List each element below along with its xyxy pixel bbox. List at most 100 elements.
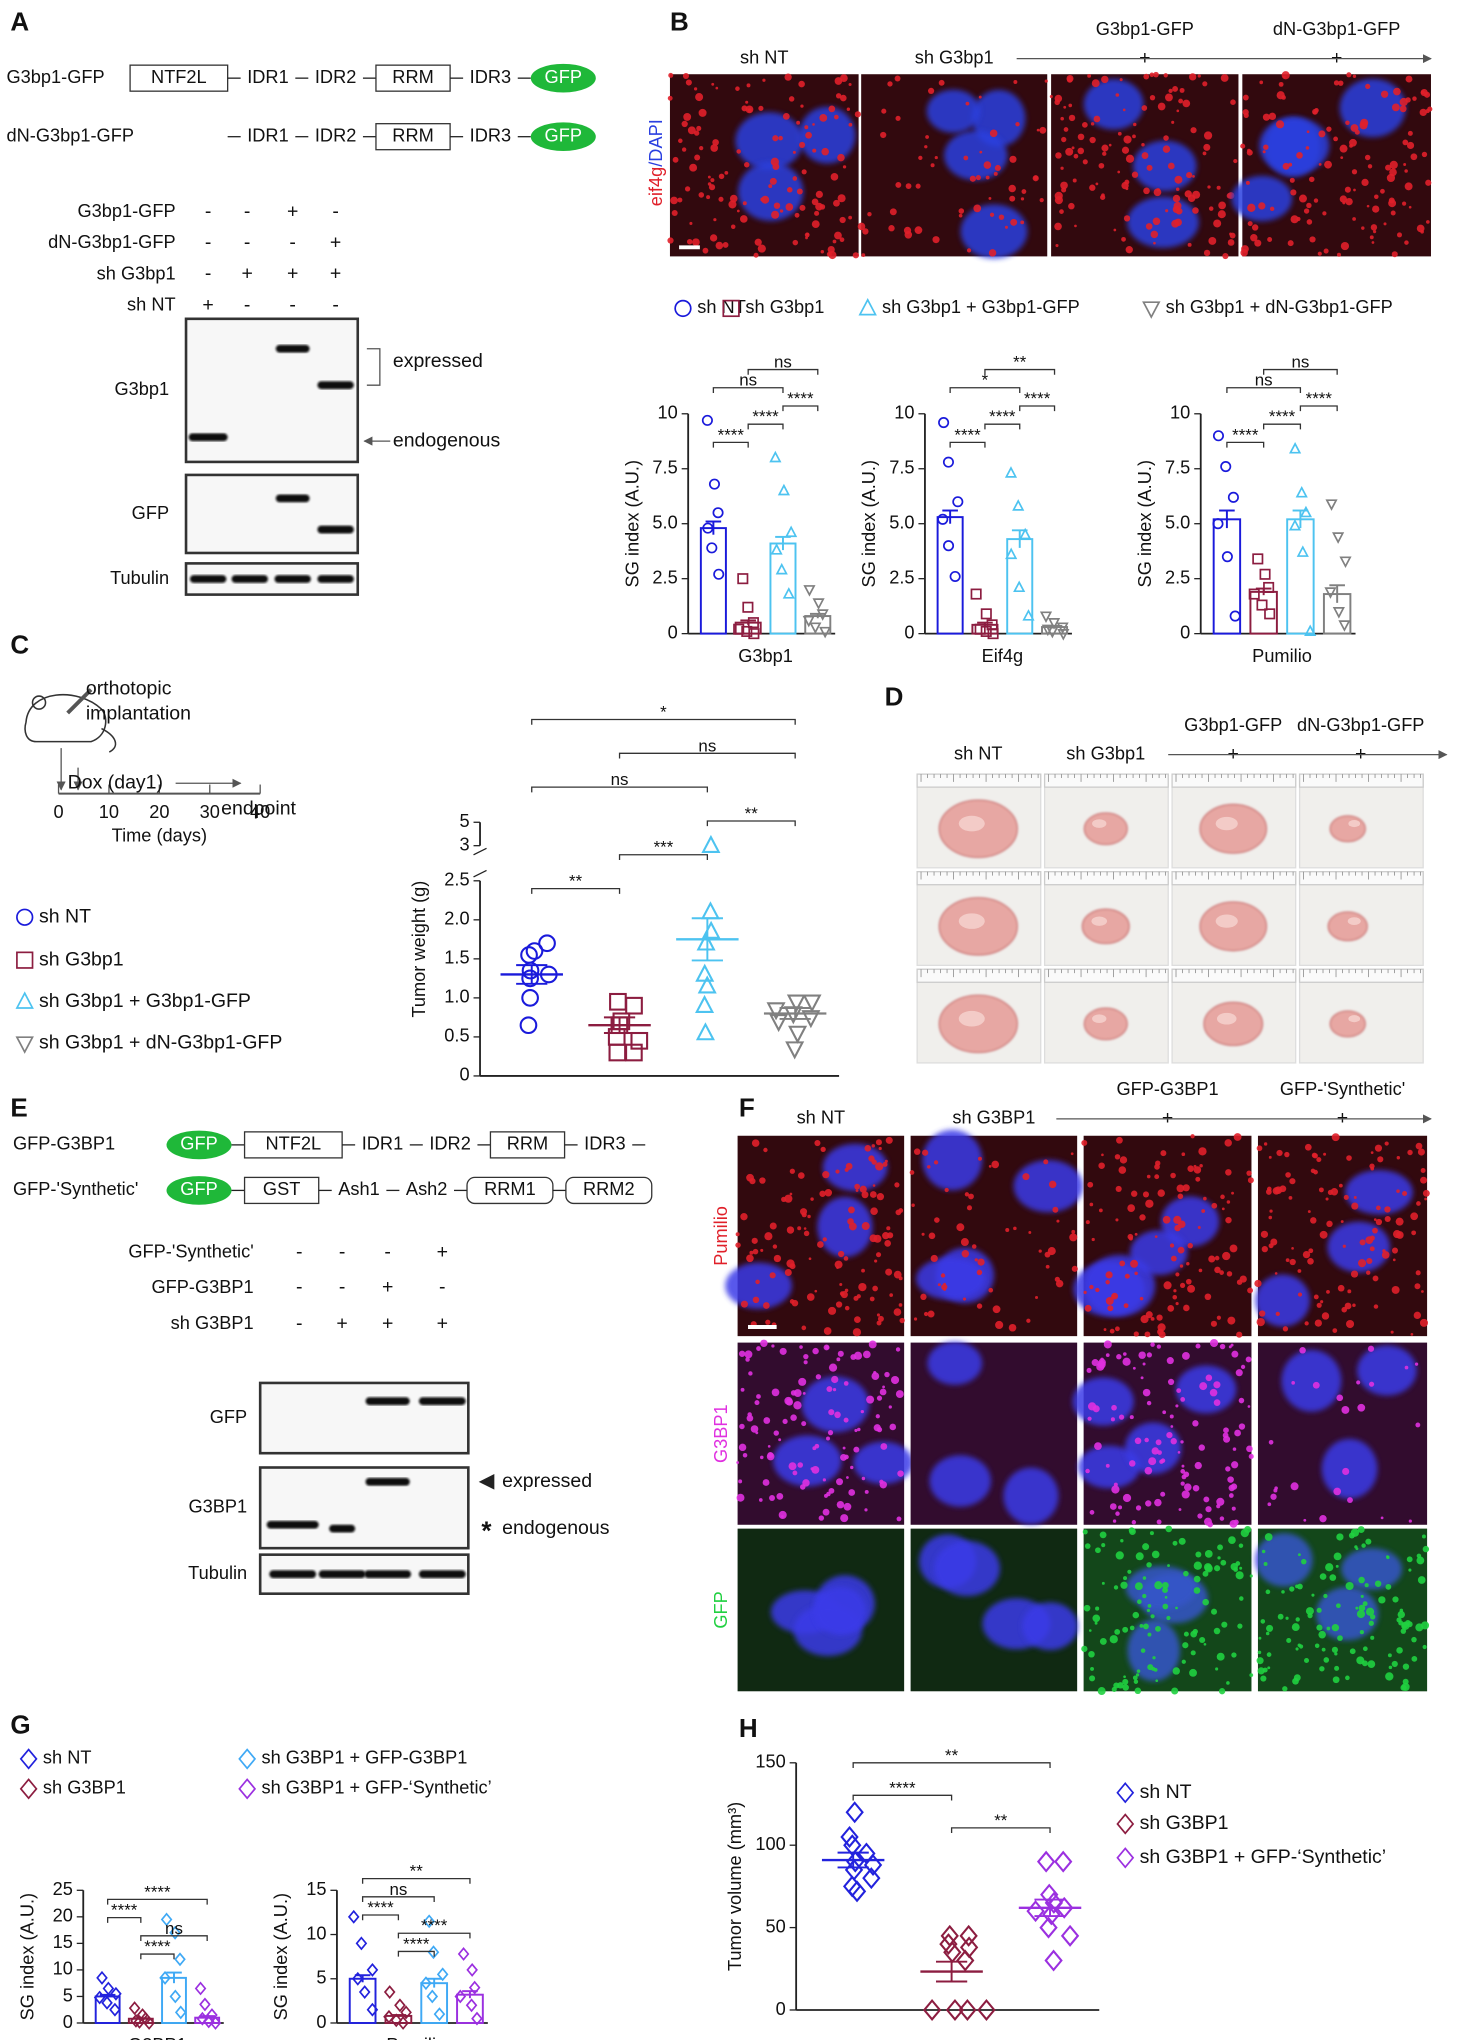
y-tick-label: 0 — [63, 2012, 73, 2032]
condition-mark: - — [244, 294, 251, 316]
granule — [1150, 1316, 1155, 1321]
data-point — [1248, 588, 1260, 600]
column-label: GFP-'Synthetic' — [1280, 1079, 1405, 1099]
granule — [1125, 246, 1133, 254]
granule — [1305, 146, 1310, 150]
ruler — [916, 968, 1042, 983]
granule — [1198, 1268, 1203, 1273]
condition-mark: - — [205, 200, 212, 222]
granule — [837, 153, 845, 162]
granule — [702, 247, 709, 254]
data-point — [1339, 556, 1352, 569]
data-point — [695, 994, 715, 1013]
granule — [742, 1452, 748, 1458]
granule — [977, 1258, 985, 1266]
data-point — [366, 1962, 379, 1977]
granule — [828, 1306, 837, 1315]
granule — [1268, 1215, 1273, 1220]
granule — [1238, 1423, 1246, 1430]
granule — [830, 173, 839, 181]
legend-label: sh NT — [39, 905, 91, 927]
granule — [1123, 1303, 1129, 1309]
condition-label: sh G3bp1 — [97, 263, 176, 283]
granule — [1369, 235, 1374, 240]
significance-label: ** — [569, 872, 583, 891]
column-label: G3bp1-GFP — [1184, 715, 1282, 735]
granule — [827, 245, 835, 254]
granule — [812, 1347, 819, 1355]
granule — [1163, 135, 1169, 141]
granule — [785, 1398, 794, 1406]
nucleus — [1127, 1619, 1180, 1682]
condition-mark: + — [202, 294, 213, 316]
granule — [1404, 182, 1413, 191]
granule — [1116, 1136, 1123, 1144]
column-label: + — [1355, 743, 1366, 765]
granule — [1147, 1632, 1152, 1637]
granule — [1213, 219, 1222, 228]
tumor — [1083, 1007, 1128, 1041]
panel-letter: G — [10, 1709, 30, 1739]
nucleus — [934, 1540, 1000, 1597]
granule — [828, 1363, 838, 1372]
granule — [1313, 1169, 1318, 1175]
bar — [1286, 518, 1315, 635]
significance-bracket — [1226, 441, 1265, 448]
granule — [860, 1409, 864, 1414]
granule — [1321, 1312, 1330, 1320]
legend-label: sh G3bp1 — [39, 948, 124, 970]
condition-mark: + — [330, 263, 341, 285]
granule — [1239, 1566, 1243, 1570]
ruler — [1043, 773, 1169, 788]
granule — [1248, 1453, 1254, 1460]
domain-box — [243, 1131, 343, 1159]
granule — [789, 1192, 793, 1196]
granule — [763, 1302, 770, 1309]
granule — [1421, 151, 1428, 158]
granule — [1368, 1381, 1375, 1387]
granule — [971, 1244, 977, 1249]
granule — [685, 79, 692, 86]
granule — [1154, 1174, 1160, 1180]
granule — [1084, 1543, 1091, 1549]
granule — [1193, 1587, 1201, 1594]
condition-mark: - — [289, 232, 295, 254]
significance-label: ns — [165, 1919, 183, 1938]
granule — [750, 1425, 759, 1433]
granule — [1088, 1629, 1092, 1632]
y-tick-label: 0 — [668, 622, 678, 642]
granule — [763, 1417, 771, 1424]
condition-mark: - — [332, 200, 339, 222]
granule — [1402, 139, 1409, 146]
granule — [798, 1377, 807, 1386]
granule — [782, 1418, 788, 1425]
granule — [682, 72, 689, 80]
granule — [1180, 1397, 1186, 1402]
granule — [752, 1248, 759, 1255]
data-point — [625, 1043, 643, 1062]
data-point — [785, 1041, 805, 1060]
condition-mark: - — [339, 1241, 346, 1263]
granule — [1113, 1482, 1118, 1487]
blot-label: G3bp1 — [114, 379, 169, 399]
granule — [681, 147, 687, 152]
granule — [1141, 143, 1145, 147]
granule — [1129, 1415, 1134, 1420]
data-point — [1039, 611, 1053, 624]
data-point — [945, 1998, 965, 2021]
granule — [1015, 122, 1020, 127]
granule — [799, 1345, 803, 1349]
granule — [1326, 126, 1332, 132]
granule — [839, 237, 845, 243]
granule — [964, 1192, 970, 1197]
significance-bracket — [531, 786, 709, 793]
data-point — [788, 1025, 808, 1044]
granule — [1373, 230, 1377, 234]
y-tick-label: 15 — [53, 1932, 73, 1952]
granule — [1229, 232, 1233, 236]
granule — [1425, 179, 1432, 186]
granule — [1260, 1230, 1269, 1238]
granule — [1303, 208, 1310, 214]
bar — [348, 1977, 377, 2024]
granule — [1035, 1295, 1039, 1299]
